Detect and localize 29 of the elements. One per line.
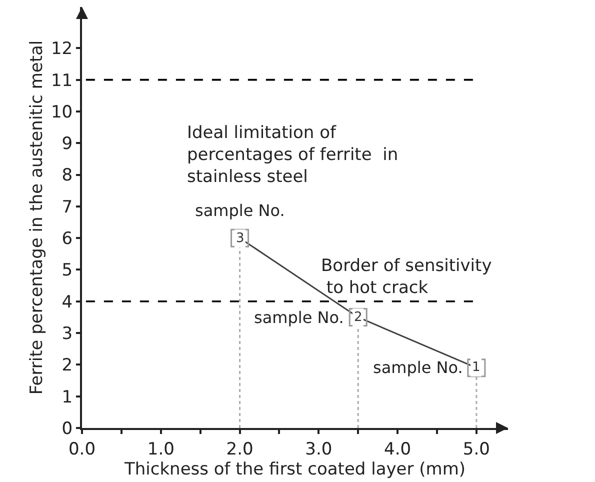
y-axis-title: Ferrite percentage in the austenitic metal <box>27 40 48 395</box>
annotation: 3 <box>236 231 244 246</box>
x-tick-label: 5.0 <box>462 439 490 460</box>
x-tick-label: 4.0 <box>384 439 412 460</box>
annotation: sample No. <box>254 308 344 327</box>
x-tick-label: 1.0 <box>147 439 174 460</box>
x-axis-title: Thickness of the first coated layer (mm) <box>123 459 466 480</box>
x-tick-label: 3.0 <box>305 439 332 460</box>
ref-line-label: Border of sensitivity to hot crack <box>321 256 492 298</box>
y-tick-label: 12 <box>50 39 73 60</box>
ref-line-label: Ideal limitation of percentages of ferrite in stainless steel <box>187 123 398 188</box>
y-tick-label: 1 <box>62 387 73 408</box>
x-tick-label: 0.0 <box>68 439 96 460</box>
y-tick-label: 8 <box>62 166 73 186</box>
y-tick-label: 6 <box>62 229 73 250</box>
annotation: 2 <box>354 310 362 325</box>
y-tick-label: 10 <box>50 102 73 122</box>
annotation: sample No. <box>373 358 463 377</box>
y-tick-label: 5 <box>62 260 73 281</box>
y-tick-label: 11 <box>50 70 73 91</box>
y-tick-label: 2 <box>62 356 73 376</box>
annotation: 1 <box>472 360 480 375</box>
y-tick-label: 4 <box>62 292 73 312</box>
y-tick-label: 9 <box>62 134 73 154</box>
y-tick-label: 7 <box>62 197 73 218</box>
y-tick-label: 0 <box>62 418 73 439</box>
y-tick-label: 3 <box>62 324 73 344</box>
annotation: sample No. <box>195 201 285 220</box>
x-tick-label: 2.0 <box>226 439 254 460</box>
